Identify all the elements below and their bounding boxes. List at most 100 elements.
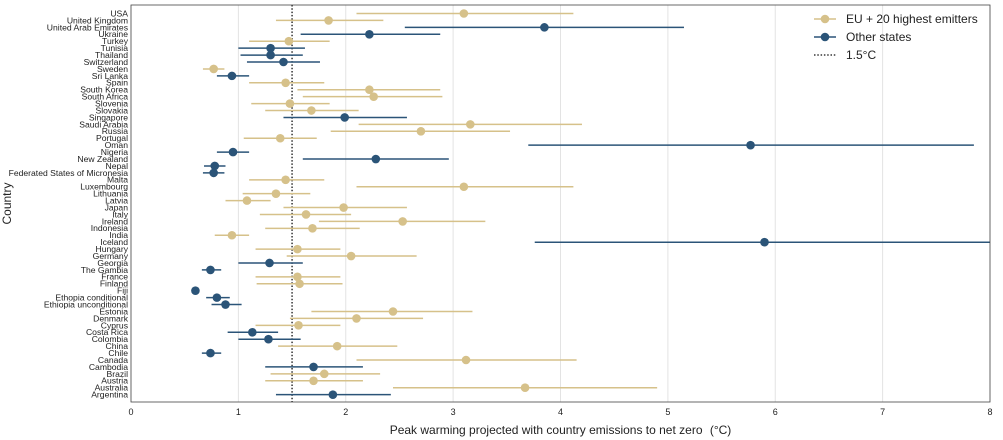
y-tick-label-canada: Canada <box>98 355 128 365</box>
plot-frame <box>130 4 991 403</box>
point-tunisia <box>266 43 275 53</box>
point-malta <box>281 175 290 185</box>
point-ethopia-conditional <box>212 293 222 302</box>
point-germany <box>346 251 356 261</box>
point-switzerland <box>279 57 288 67</box>
point-lithuania <box>271 189 281 198</box>
y-tick-label-south-korea: South Korea <box>80 85 128 95</box>
y-tick-label-malta: Malta <box>107 175 128 185</box>
point-thailand <box>266 50 275 60</box>
point-iceland <box>760 237 769 247</box>
legend-label-reference: 1.5°C <box>846 48 876 62</box>
point-italy <box>301 210 311 219</box>
x-axis-title: Peak warming projected with country emis… <box>390 423 732 437</box>
x-tick-label-7: 7 <box>880 407 885 417</box>
y-tick-label-india: India <box>109 230 128 240</box>
y-tick-label-cambodia: Cambodia <box>89 362 128 372</box>
y-tick-label-fiji: Fiji <box>117 286 128 296</box>
point-latvia <box>242 196 252 205</box>
y-tick-label-sri-lanka: Sri Lanka <box>92 71 129 81</box>
y-tick-label-austria: Austria <box>101 376 128 386</box>
point-finland <box>295 279 304 289</box>
x-tick-label-5: 5 <box>665 407 670 417</box>
point-the-gambia <box>206 265 215 275</box>
point-fiji <box>191 286 200 296</box>
point-chile <box>206 348 215 358</box>
point-cyprus <box>294 321 303 330</box>
point-brazil <box>319 369 329 379</box>
x-tick-label-4: 4 <box>558 407 563 417</box>
point-australia <box>520 383 530 393</box>
point-ethiopia-unconditional <box>221 300 230 309</box>
y-tick-label-sweden: Sweden <box>97 64 128 74</box>
y-tick-label-france: France <box>101 272 128 282</box>
y-tick-label-argentina: Argentina <box>91 390 128 400</box>
y-tick-label-denmark: Denmark <box>93 313 129 323</box>
y-tick-label-thailand: Thailand <box>95 50 128 60</box>
x-tick-label-0: 0 <box>128 407 133 417</box>
x-tick-label-1: 1 <box>236 407 241 417</box>
point-india <box>227 230 237 240</box>
point-slovakia <box>307 106 316 115</box>
point-federated-states-of-micronesia <box>209 168 218 178</box>
y-tick-label-luxembourg: Luxembourg <box>80 182 128 192</box>
y-tick-label-portugal: Portugal <box>96 133 128 143</box>
y-tick-label-germany: Germany <box>93 251 129 261</box>
y-tick-label-ireland: Ireland <box>102 216 128 226</box>
y-tick-label-italy: Italy <box>112 209 128 219</box>
point-south-africa <box>369 92 378 101</box>
y-tick-label-china: China <box>106 341 129 351</box>
y-tick-label-ukraine: Ukraine <box>98 29 128 39</box>
point-costa-rica <box>248 327 257 337</box>
y-tick-label-japan: Japan <box>105 202 129 212</box>
y-tick-label-slovenia: Slovenia <box>95 98 128 108</box>
point-spain <box>281 78 290 88</box>
y-tick-label-russia: Russia <box>102 126 128 136</box>
y-tick-label-tunisia: Tunisia <box>101 43 129 53</box>
point-georgia <box>265 258 274 268</box>
y-tick-label-indonesia: Indonesia <box>91 223 128 233</box>
y-tick-label-lithuania: Lithuania <box>93 189 128 199</box>
legend-label-eu-20-highest-emitters: EU + 20 highest emitters <box>846 12 978 26</box>
point-slovenia <box>285 99 295 108</box>
point-saudi-arabia <box>466 120 475 129</box>
point-hungary <box>293 244 302 254</box>
y-tick-label-the-gambia: The Gambia <box>81 265 129 275</box>
x-tick-label-3: 3 <box>451 407 456 417</box>
y-tick-label-cyprus: Cyprus <box>101 320 128 330</box>
y-tick-label-slovakia: Slovakia <box>96 105 129 115</box>
point-united-kingdom <box>324 16 333 25</box>
point-argentina <box>328 390 338 399</box>
point-denmark <box>352 314 361 323</box>
legend-marker-other-states <box>820 32 830 42</box>
x-axis-title-text: Peak warming projected with country emis… <box>390 423 703 437</box>
y-tick-label-spain: Spain <box>106 78 128 88</box>
y-tick-label-singapore: Singapore <box>89 112 128 122</box>
x-tick-label-8: 8 <box>987 407 992 417</box>
y-tick-label-australia: Australia <box>95 383 129 393</box>
point-nepal <box>210 161 220 171</box>
point-portugal <box>275 133 285 143</box>
y-tick-label-new-zealand: New Zealand <box>77 154 128 164</box>
point-austria <box>309 376 318 386</box>
y-tick-label-costa-rica: Costa Rica <box>86 327 128 337</box>
legend: EU + 20 highest emitters Other states 1.5°… <box>814 12 978 62</box>
point-colombia <box>264 334 273 344</box>
point-ireland <box>398 217 407 226</box>
y-tick-label-estonia: Estonia <box>99 306 128 316</box>
y-tick-label-switzerland: Switzerland <box>84 57 129 67</box>
point-china <box>332 341 342 351</box>
y-tick-label-colombia: Colombia <box>92 334 129 344</box>
y-tick-label-iceland: Iceland <box>100 237 128 247</box>
y-axis-title: Country <box>0 182 14 224</box>
y-tick-label-ethopia-conditional: Ethopia conditional <box>55 293 128 303</box>
y-tick-label-hungary: Hungary <box>96 244 129 254</box>
y-tick-label-nepal: Nepal <box>106 161 129 171</box>
x-tick-label-layer: 0 1 2 3 4 5 6 7 8 <box>128 407 992 417</box>
y-tick-label-turkey: Turkey <box>102 36 129 46</box>
point-canada <box>461 355 471 365</box>
y-tick-label-chile: Chile <box>108 348 128 358</box>
point-oman <box>746 140 755 150</box>
